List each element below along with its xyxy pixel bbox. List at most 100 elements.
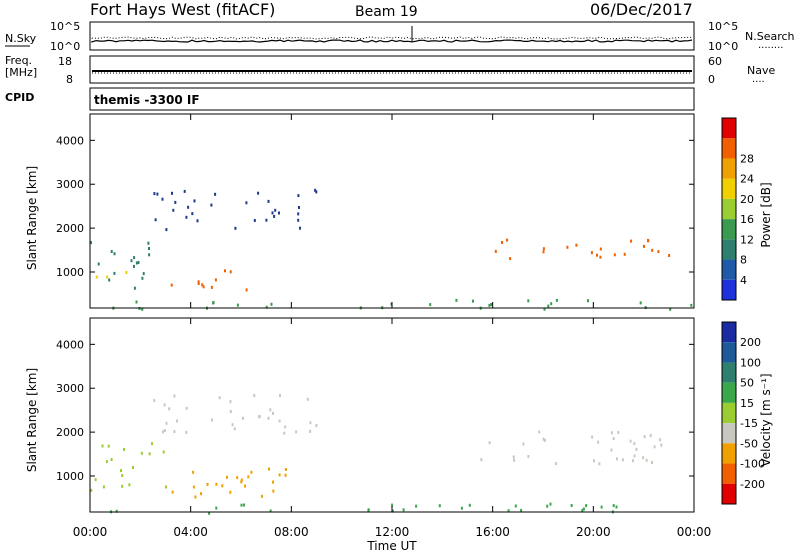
data-cell	[669, 307, 672, 311]
data-cell	[284, 425, 287, 429]
data-cell	[468, 503, 471, 507]
data-cell	[610, 448, 613, 452]
data-cell	[120, 469, 122, 473]
beam-label: Beam 19	[355, 4, 418, 20]
data-cell	[555, 462, 558, 466]
data-cell	[507, 509, 510, 513]
data-cell	[278, 419, 281, 423]
data-cell	[615, 457, 618, 461]
colorbar-tick-label: 15	[740, 397, 754, 410]
colorbar-swatch	[722, 198, 736, 220]
data-cell	[162, 450, 165, 454]
data-cell	[97, 262, 100, 266]
data-cell	[231, 423, 234, 427]
y-tick-label: 2000	[56, 426, 84, 439]
data-cell	[200, 492, 202, 496]
data-cell	[591, 435, 594, 439]
data-cell	[651, 461, 653, 464]
data-cell	[258, 415, 261, 419]
data-cell	[542, 437, 545, 441]
data-cell	[651, 248, 654, 252]
colorbar-tick-label: 4	[740, 274, 747, 287]
data-cell	[612, 504, 615, 508]
data-cell	[621, 458, 624, 462]
data-cell	[140, 451, 143, 455]
data-cell	[174, 200, 177, 204]
data-cell	[391, 503, 394, 507]
data-cell	[269, 509, 272, 513]
colorbar-tick-label: 28	[740, 152, 754, 165]
data-cell	[633, 454, 636, 458]
data-cell	[635, 447, 638, 451]
data-cell	[115, 509, 118, 513]
velocity-colorbar-label: Velocity [m s⁻¹]	[759, 373, 773, 466]
data-cell	[488, 441, 491, 445]
data-cell	[546, 504, 549, 508]
data-cell	[212, 301, 215, 305]
colorbar-tick-label: 24	[740, 173, 754, 186]
data-cell	[123, 447, 125, 451]
data-cell	[240, 503, 243, 507]
data-cell	[284, 473, 287, 477]
x-tick-labels: 00:00 04:00 08:00 12:00 16:00 20:00 00:00	[73, 525, 712, 539]
data-cell	[527, 299, 530, 303]
data-cell	[133, 256, 136, 260]
data-cell	[268, 467, 270, 471]
data-cell	[570, 504, 573, 507]
colorbar-swatch	[722, 219, 736, 240]
data-cell	[279, 394, 281, 398]
colorbar-swatch	[722, 178, 736, 199]
colorbar-tick-label: 16	[740, 213, 754, 226]
data-cell	[191, 212, 194, 216]
data-cell	[429, 303, 432, 307]
data-cell	[660, 443, 663, 447]
data-cell	[163, 403, 166, 407]
data-cell	[245, 288, 248, 292]
colorbar-swatch	[722, 362, 736, 383]
data-cell	[260, 494, 263, 498]
data-cell	[196, 219, 199, 223]
data-cell	[649, 434, 652, 437]
data-cell	[643, 435, 646, 439]
velocity-axes: 1000 2000 3000 4000	[56, 318, 695, 512]
colorbar-tick-label: 50	[740, 377, 754, 390]
colorbar-swatch	[722, 443, 736, 464]
data-cell	[617, 431, 620, 434]
data-cell	[142, 272, 145, 276]
data-cell	[501, 240, 503, 244]
data-cell	[581, 508, 584, 512]
data-cell	[94, 478, 97, 482]
y-tick-label: 4000	[56, 338, 84, 351]
cpid-panel-frame	[89, 87, 695, 111]
data-cell	[590, 251, 593, 255]
data-cell	[391, 509, 394, 513]
colorbar-swatch	[722, 483, 736, 504]
nave-tick-top: 60	[708, 55, 722, 68]
data-cell	[309, 421, 312, 425]
data-cell	[214, 192, 217, 196]
data-cell	[509, 257, 512, 261]
sky-solid-line	[91, 39, 693, 43]
data-cell	[555, 298, 558, 302]
data-cell	[229, 410, 232, 413]
data-cell	[192, 470, 195, 474]
colorbar-swatch	[722, 423, 736, 444]
data-cell	[455, 298, 458, 302]
data-cell	[185, 406, 188, 410]
data-cell	[110, 250, 113, 253]
data-cell	[161, 197, 164, 201]
data-cell	[185, 215, 188, 219]
data-cell	[210, 203, 213, 207]
colorbar-swatch	[722, 138, 736, 159]
data-cell	[113, 252, 116, 256]
x-tick-label: 04:00	[173, 525, 208, 539]
data-cell	[527, 455, 530, 458]
data-cell	[542, 250, 545, 254]
cpid-label: CPID	[5, 91, 34, 104]
velocity-panel-frame	[89, 317, 695, 513]
data-cell	[137, 261, 140, 264]
data-cell	[176, 419, 179, 423]
data-cell	[121, 484, 124, 488]
data-cell	[243, 503, 245, 507]
